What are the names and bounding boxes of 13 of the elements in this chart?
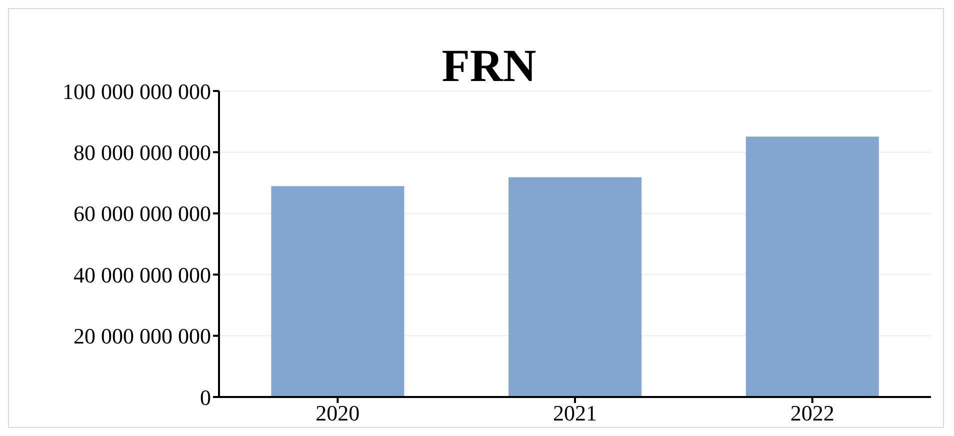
bar: [271, 186, 404, 397]
x-tick-label: 2020: [316, 400, 360, 426]
x-tick-label: 2022: [790, 400, 834, 426]
chart-title: FRN: [442, 40, 536, 91]
y-tick-label: 60 000 000 000: [74, 201, 211, 226]
y-tick-label: 0: [200, 384, 211, 410]
y-tick-label: 80 000 000 000: [74, 140, 211, 166]
bar: [746, 136, 879, 397]
y-tick-label: 100 000 000 000: [62, 78, 211, 104]
y-tick-label: 20 000 000 000: [74, 324, 211, 349]
bar: [508, 177, 642, 397]
y-tick-label: 40 000 000 000: [74, 262, 211, 288]
x-tick-label: 2021: [553, 400, 597, 426]
